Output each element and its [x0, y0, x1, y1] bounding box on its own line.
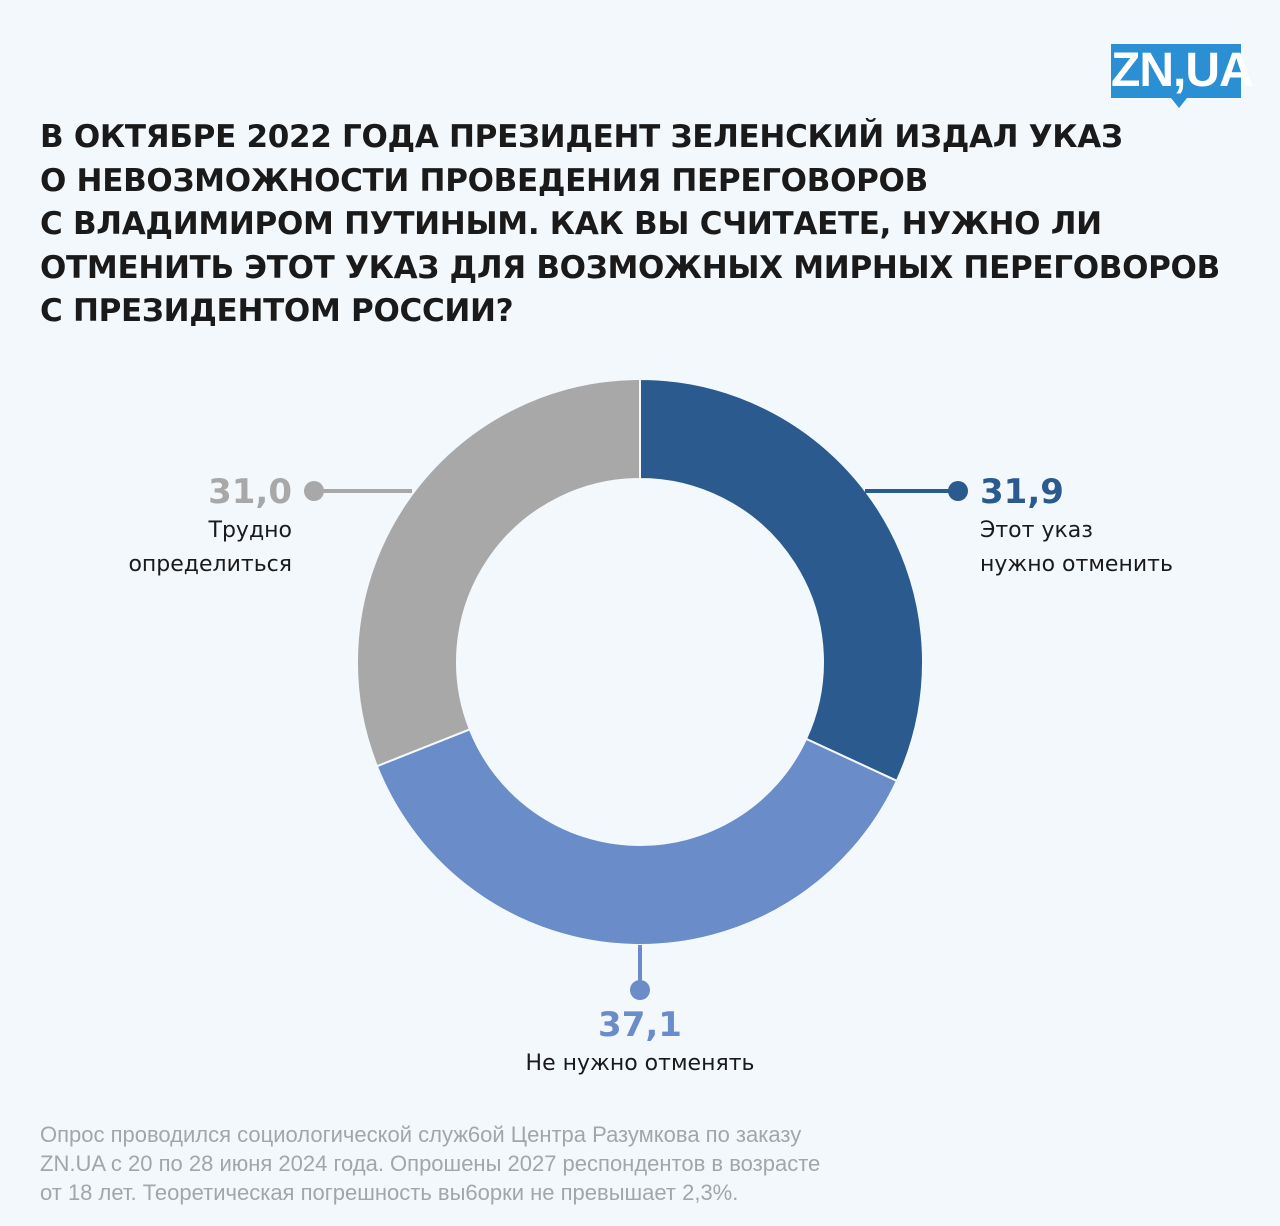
footnote: Опрос проводился социологической служ6ой… [40, 1120, 820, 1207]
leader-dot [948, 481, 968, 501]
footnote-line: Опрос проводился социологической служ6ой… [40, 1122, 802, 1147]
leader-dot [304, 481, 324, 501]
slice-label-cancel: Этот указ нужно отменить [980, 514, 1173, 582]
value-label-cancel: 31,9 [980, 472, 1064, 512]
value-label-not-cancel: 37,1 [598, 1005, 682, 1045]
slice-label-not-cancel: Не нужно отменять [525, 1051, 755, 1076]
label-line: Этот указ [980, 518, 1093, 543]
value-label-undecided: 31,0 [208, 472, 292, 512]
label-line: нужно отменить [980, 552, 1173, 577]
title-line: С ВЛАДИМИРОМ ПУТИНЫМ. КАК ВЫ СЧИТАЕТЕ, Н… [40, 206, 1102, 242]
footnote-line: от 18 лет. Теоретическая погрешность вы6… [40, 1180, 739, 1205]
title-line: ОТМЕНИТЬ ЭТОТ УКАЗ ДЛЯ ВОЗМОЖНЫХ МИРНЫХ … [40, 249, 1220, 286]
footnote-line: ZN.UA с 20 по 28 июня 2024 года. Опрошен… [40, 1151, 821, 1176]
zn-ua-logo: ZN,UA [1111, 44, 1254, 108]
title-line: О НЕВОЗМОЖНОСТИ ПРОВЕДЕНИЯ ПЕРЕГОВОРОВ [40, 162, 928, 199]
leader-dot [630, 980, 650, 1000]
label-line: Трудно [208, 518, 292, 543]
slice-undecided [356, 377, 641, 768]
label-line: определиться [128, 552, 292, 577]
slice-not-cancel [375, 728, 899, 946]
slice-label-undecided: Трудно определиться [60, 514, 292, 582]
slice-cancel [639, 377, 924, 783]
chart-title: В ОКТЯБРЕ 2022 ГОДА ПРЕЗИДЕНТ ЗЕЛЕНСКИЙ … [40, 116, 1260, 334]
title-line: В ОКТЯБРЕ 2022 ГОДА ПРЕЗИДЕНТ ЗЕЛЕНСКИЙ … [40, 119, 1123, 155]
title-line: С ПРЕЗИДЕНТОМ РОССИИ? [40, 293, 514, 329]
